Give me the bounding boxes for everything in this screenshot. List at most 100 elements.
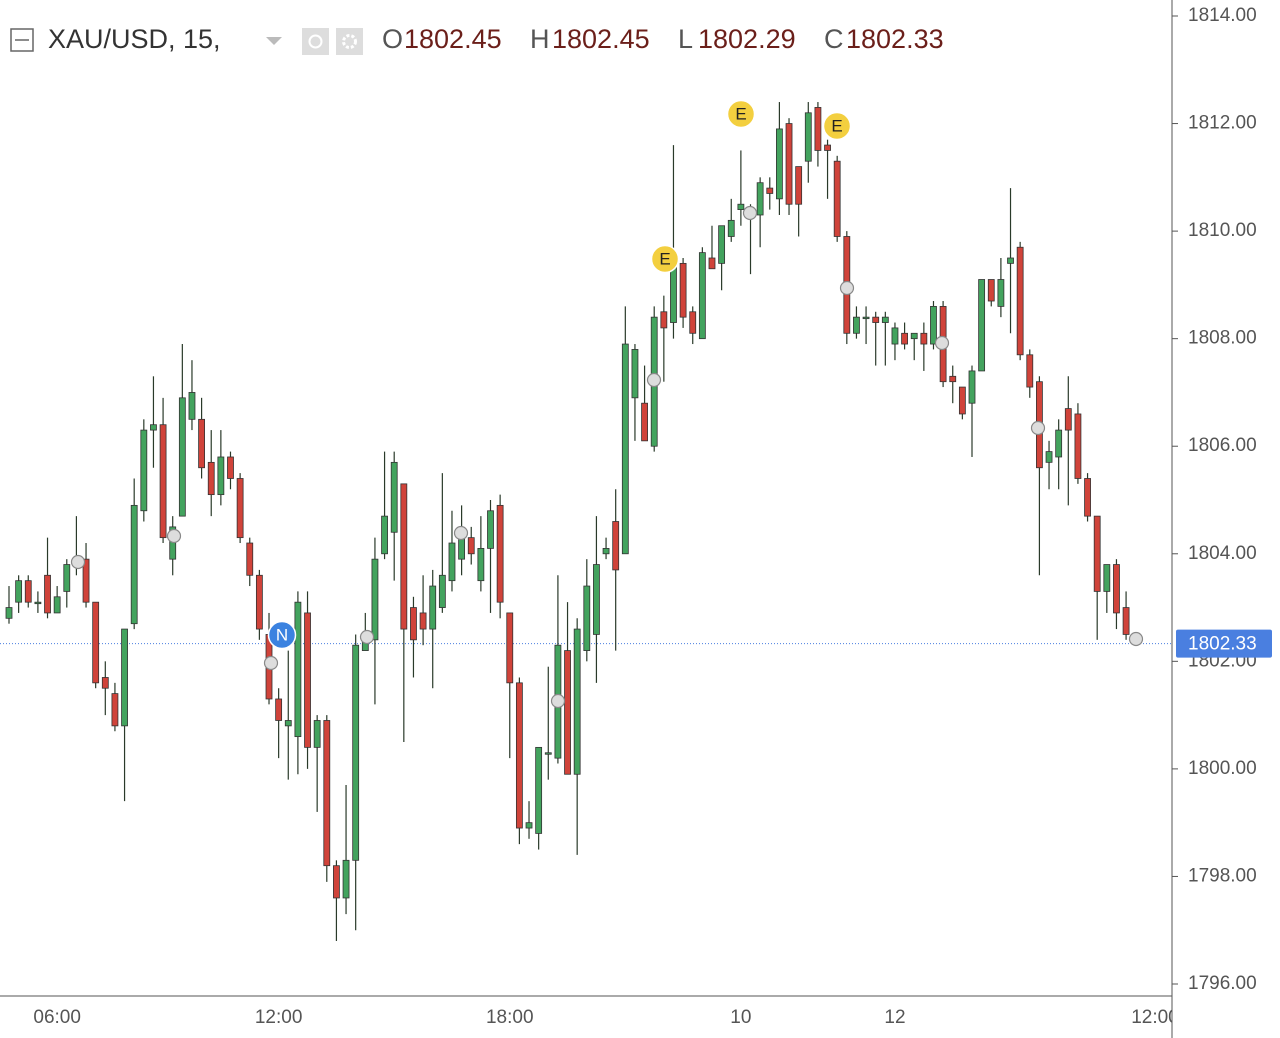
candle-body — [390, 461, 398, 533]
x-axis-labels: 06:00 12:00 18:00 10 12 12:00 — [33, 1007, 1179, 1028]
candle-body — [814, 107, 822, 151]
candle-body — [198, 418, 206, 469]
ohlc-label: L — [678, 24, 693, 54]
candle-body — [323, 720, 331, 867]
y-tick-label: 1808.00 — [1188, 328, 1257, 349]
ohlc-label: C — [824, 24, 844, 54]
candle-body — [978, 279, 986, 372]
candle-body — [901, 332, 908, 345]
candle-body — [477, 548, 485, 582]
candle-body — [419, 612, 427, 630]
candle-body — [294, 601, 302, 738]
eye-glyph — [308, 34, 323, 49]
candle-body — [881, 316, 889, 323]
candle-body — [506, 612, 514, 684]
candle-body — [698, 252, 706, 340]
y-tick-label: 1814.00 — [1188, 5, 1257, 26]
candle-body — [159, 424, 167, 539]
candle-body — [824, 144, 831, 151]
candle-body — [930, 305, 937, 345]
x-tick-label: 06:00 — [33, 1007, 81, 1028]
current-price-label: 1802.33 — [1188, 634, 1257, 655]
event-marker-label: E — [659, 249, 670, 268]
y-tick-label: 1800.00 — [1188, 758, 1257, 779]
candle-body — [410, 607, 417, 641]
candle-body — [371, 558, 379, 641]
event-marker-label: N — [276, 625, 288, 644]
event-dot — [1128, 631, 1144, 647]
ohlc-value: 1802.45 — [552, 24, 650, 54]
y-tick-label: 1798.00 — [1188, 865, 1257, 886]
event-marker — [650, 244, 680, 274]
candle-body — [236, 478, 244, 539]
candle-body — [708, 257, 716, 270]
candle-body — [535, 746, 543, 834]
x-tick-label: 12 — [884, 1007, 905, 1028]
candle-body — [958, 386, 966, 415]
candle-body — [660, 311, 668, 329]
collapse-icon[interactable] — [10, 28, 34, 52]
event-marker — [822, 111, 852, 141]
y-tick-label: 1810.00 — [1188, 220, 1257, 241]
candle-body — [313, 720, 321, 748]
event-dot — [166, 528, 182, 544]
candle-body — [1007, 257, 1014, 264]
event-marker-label: E — [831, 116, 842, 135]
candle-body — [178, 397, 186, 517]
x-tick-label: 12:00 — [1131, 1007, 1179, 1028]
legend-header: XAU/USD, 15, — [10, 24, 363, 55]
candle-body — [544, 752, 552, 755]
event-dot — [359, 629, 375, 645]
candle-body — [207, 461, 215, 496]
event-dot — [70, 554, 86, 570]
candle-body — [583, 585, 591, 651]
candle-body — [121, 628, 128, 727]
ohlc-label: O — [382, 24, 403, 54]
candle-body — [833, 160, 841, 237]
candle-body — [169, 526, 177, 560]
candle-body — [679, 262, 687, 318]
candle-body — [853, 316, 860, 334]
candle-body — [1084, 478, 1091, 517]
candle-body — [130, 504, 138, 625]
candle-body — [891, 327, 899, 345]
candle-body — [101, 677, 109, 689]
candle-body — [82, 558, 90, 603]
candle-body — [727, 219, 735, 237]
candle-body — [5, 607, 13, 619]
candle-body — [1103, 564, 1111, 592]
candle-body — [804, 112, 812, 162]
candle-body — [776, 128, 783, 200]
candle-body — [862, 316, 870, 320]
candle-body — [949, 375, 957, 383]
candle-body — [400, 483, 408, 630]
candle-body — [997, 279, 1005, 307]
candle-body — [641, 402, 648, 442]
candle-body — [612, 521, 620, 571]
candle-body — [670, 262, 677, 323]
candle-body — [515, 682, 523, 829]
candle-body — [910, 332, 918, 340]
candle-body — [448, 542, 456, 582]
candle-body — [333, 865, 340, 899]
candle-body — [150, 424, 157, 431]
visibility-icon[interactable] — [302, 28, 329, 55]
x-tick-label: 10 — [730, 1007, 751, 1028]
candle-body — [987, 279, 995, 302]
candle-body — [795, 166, 803, 205]
event-dot — [934, 335, 950, 351]
settings-icon[interactable] — [336, 28, 363, 55]
candle-body — [217, 456, 225, 496]
dropdown-caret[interactable] — [266, 37, 282, 45]
candle-body — [766, 187, 774, 194]
event-dot — [1030, 420, 1046, 436]
candle-body — [111, 693, 119, 727]
candle-body — [1055, 429, 1063, 458]
candle-body — [284, 720, 292, 727]
symbol: XAU/USD, 15, — [48, 24, 221, 54]
ohlc-value: 1802.33 — [846, 24, 944, 54]
event-dot — [453, 525, 469, 541]
candle-body — [785, 123, 793, 205]
